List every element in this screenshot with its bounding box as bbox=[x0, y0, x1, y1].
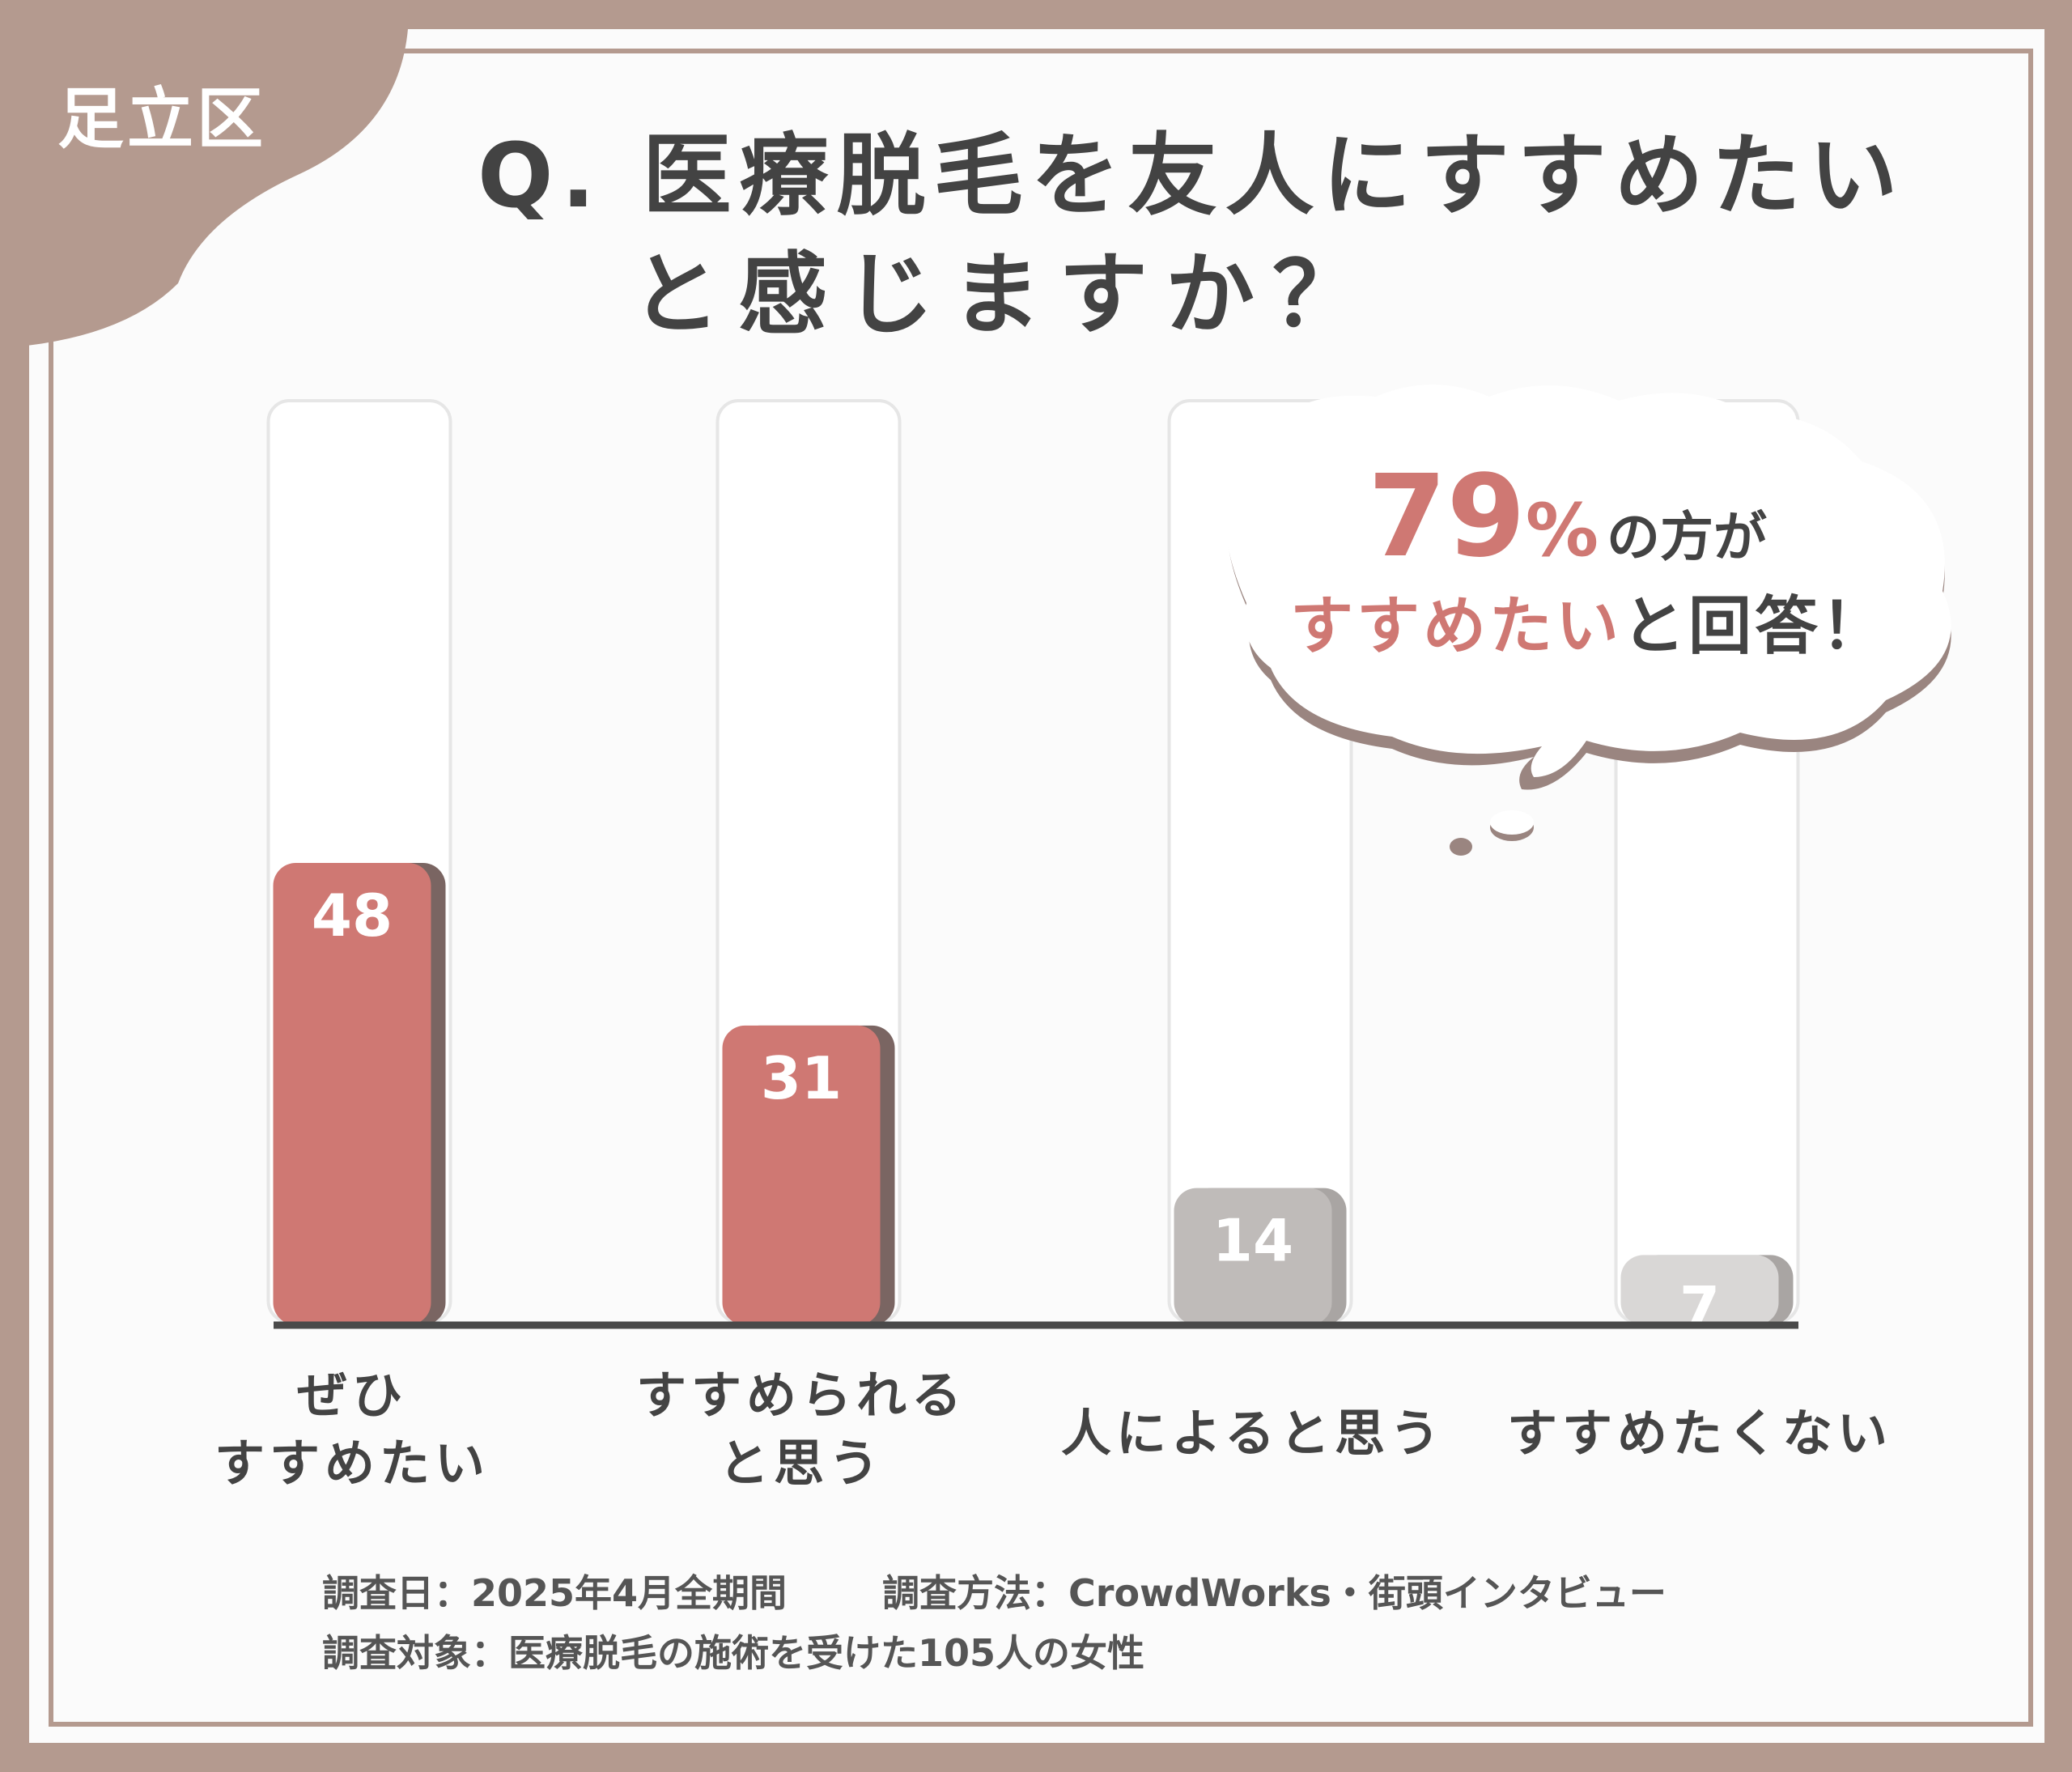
callout-cloud: 79% の方が すすめたいと回答！ bbox=[1225, 385, 1951, 856]
callout-line2: すすめたいと回答！ bbox=[1290, 590, 1887, 663]
bar-value-label: 14 bbox=[1212, 1207, 1293, 1275]
footnote-survey-date: 調査日：2025年4月全期間 bbox=[322, 1571, 787, 1615]
callout-line1-rest: の方が bbox=[1607, 506, 1767, 568]
category-label: 人によると思う bbox=[1061, 1404, 1445, 1463]
bar bbox=[1174, 1188, 1332, 1325]
category-label: すすめたくない bbox=[1507, 1404, 1892, 1463]
region-label: 足立区 bbox=[57, 81, 266, 158]
chart-title-line1: Q. 医療脱毛を友人にすすめたい bbox=[478, 124, 1906, 227]
category-label: すすめられる bbox=[636, 1366, 966, 1425]
bar-value-label: 48 bbox=[312, 882, 393, 950]
callout-percent-number: 79 bbox=[1368, 451, 1526, 583]
callout-highlight: すすめたい bbox=[1290, 590, 1622, 663]
callout-bubble-large-fill bbox=[1490, 810, 1534, 835]
category-label: と思う bbox=[719, 1434, 884, 1493]
callout-line1: 79% の方が bbox=[1368, 451, 1767, 583]
footnote-survey-method: 調査方法：CrowdWorks・街頭インタビュー bbox=[882, 1571, 1667, 1615]
bar bbox=[1620, 1255, 1779, 1325]
category-label: すすめたい bbox=[214, 1434, 490, 1493]
footnote-survey-target: 調査対象：医療脱毛の施術を受けた105人の女性 bbox=[322, 1631, 1144, 1675]
callout-cloud-body bbox=[1225, 385, 1951, 777]
callout-percent-sign: % bbox=[1526, 488, 1599, 573]
inner-frame bbox=[49, 49, 2033, 1727]
bar-value-label: 31 bbox=[761, 1044, 842, 1112]
bar bbox=[722, 1025, 881, 1325]
bar bbox=[273, 863, 431, 1325]
callout-bubble-small bbox=[1450, 838, 1472, 856]
category-label: ぜひ bbox=[297, 1366, 407, 1425]
bars: 48 31 14 7 bbox=[273, 863, 1794, 1341]
region-tab bbox=[0, 0, 410, 348]
chart-title-line2: と感じますか？ bbox=[631, 243, 1379, 346]
callout-line2-rest: と回答！ bbox=[1622, 590, 1887, 663]
bar-value-label: 7 bbox=[1679, 1273, 1720, 1341]
